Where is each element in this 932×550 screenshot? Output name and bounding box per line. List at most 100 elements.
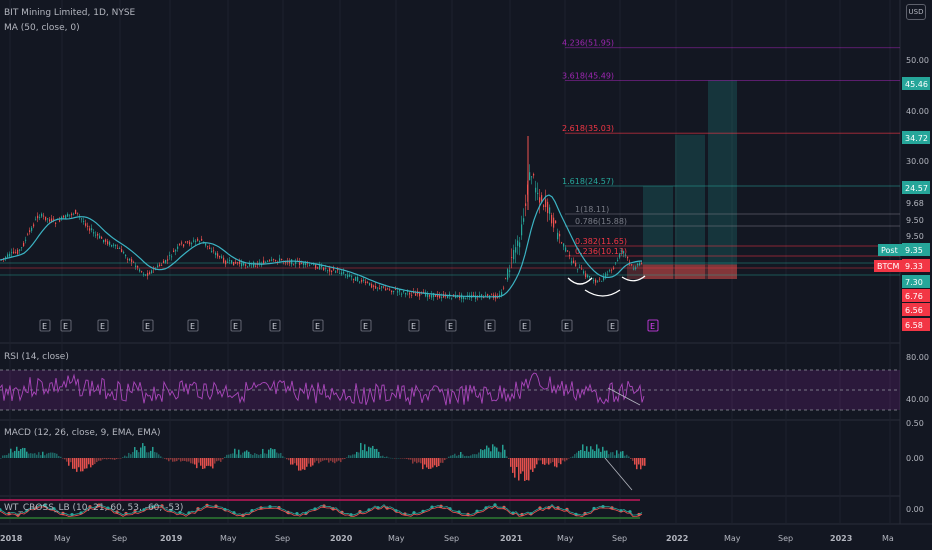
- candle-body: [599, 278, 601, 280]
- candle-body: [397, 291, 399, 293]
- candle-body: [81, 218, 83, 220]
- earnings-marker[interactable]: [408, 319, 420, 332]
- candle-body: [31, 227, 33, 231]
- rsi-legend[interactable]: RSI (14, close): [4, 352, 69, 362]
- candle-body: [539, 197, 541, 203]
- price-axis-label: 9.68: [906, 199, 924, 208]
- macd-histogram-bar: [220, 458, 222, 462]
- candle-body: [497, 297, 499, 298]
- earnings-marker[interactable]: [312, 319, 324, 332]
- earnings-marker-label: E: [411, 322, 416, 331]
- candle-body: [91, 228, 93, 231]
- macd-histogram-bar: [392, 457, 394, 459]
- candle-body: [9, 253, 11, 257]
- candle-body: [567, 250, 569, 252]
- macd-histogram-bar: [594, 451, 596, 458]
- earnings-marker[interactable]: [561, 319, 573, 332]
- macd-histogram-bar: [494, 446, 496, 458]
- candle-body: [547, 201, 549, 214]
- earnings-marker[interactable]: [60, 319, 72, 332]
- candle-body: [161, 265, 163, 266]
- macd-histogram-bar: [624, 455, 626, 458]
- candle-body: [353, 278, 355, 280]
- candle-body: [361, 280, 363, 282]
- macd-histogram-bar: [630, 458, 632, 459]
- candle-body: [369, 282, 371, 286]
- candle-body: [411, 294, 413, 296]
- candle-body: [271, 259, 273, 261]
- macd-histogram-bar: [364, 444, 366, 458]
- candle-body: [231, 260, 233, 264]
- candle-body: [415, 293, 417, 296]
- candle-body: [375, 286, 377, 289]
- earnings-marker[interactable]: [97, 319, 109, 332]
- candle-body: [213, 250, 215, 252]
- candle-body: [175, 250, 177, 252]
- macd-histogram-bar: [620, 451, 622, 458]
- ticker-flag: [874, 260, 902, 272]
- candle-body: [427, 294, 429, 298]
- macd-histogram-bar: [150, 450, 152, 458]
- price-tag: [902, 303, 930, 316]
- price-axis-label: 9.50: [906, 216, 924, 225]
- earnings-marker[interactable]: [142, 319, 154, 332]
- macd-histogram-bar: [198, 458, 200, 463]
- currency-button[interactable]: USD: [906, 4, 926, 20]
- candle-body: [325, 268, 327, 269]
- candle-body: [507, 269, 509, 280]
- macd-histogram-bar: [28, 453, 30, 458]
- candle-body: [87, 225, 89, 227]
- macd-histogram-bar: [50, 452, 52, 458]
- earnings-marker[interactable]: [39, 319, 51, 332]
- candle-body: [513, 249, 515, 260]
- earnings-marker[interactable]: [230, 319, 242, 332]
- macd-histogram-bar: [554, 458, 556, 467]
- candle-body: [129, 258, 131, 261]
- candle-body: [381, 286, 383, 288]
- macd-histogram-bar: [76, 458, 78, 472]
- macd-histogram-bar: [524, 458, 526, 481]
- candle-body: [263, 260, 265, 265]
- macd-histogram-bar: [64, 458, 66, 460]
- price-axis-label: 9.50: [906, 232, 924, 241]
- candle-body: [573, 260, 575, 263]
- earnings-marker[interactable]: [187, 319, 199, 332]
- macd-histogram-bar: [590, 446, 592, 458]
- earnings-marker[interactable]: [519, 319, 531, 332]
- earnings-marker[interactable]: [360, 319, 372, 332]
- candle-body: [357, 276, 359, 281]
- candle-body: [181, 242, 183, 244]
- fib-level-label: 2.618(35.03): [562, 124, 614, 133]
- earnings-marker[interactable]: [269, 319, 281, 332]
- macd-histogram-bar: [292, 458, 294, 465]
- candle-body: [481, 294, 483, 297]
- candle-body: [491, 294, 493, 296]
- macd-histogram-bar: [52, 452, 54, 458]
- ma-legend[interactable]: MA (50, close, 0): [4, 23, 80, 33]
- wt-cross-legend[interactable]: WT_CROSS_LB (10, 21, 60, 53, -60, -53): [4, 503, 184, 513]
- earnings-marker-label: E: [564, 322, 569, 331]
- macd-histogram-bar: [178, 458, 180, 460]
- earnings-marker[interactable]: [445, 319, 457, 332]
- candle-body: [617, 260, 619, 261]
- macd-histogram-bar: [508, 458, 510, 460]
- earnings-marker-label: E: [315, 322, 320, 331]
- symbol-title[interactable]: BIT Mining Limited, 1D, NYSE: [4, 8, 136, 18]
- candle-body: [559, 233, 561, 237]
- earnings-marker[interactable]: [484, 319, 496, 332]
- earnings-marker[interactable]: [607, 319, 619, 332]
- macd-histogram-bar: [456, 455, 458, 458]
- macd-histogram-bar: [80, 458, 82, 472]
- macd-histogram-bar: [20, 448, 22, 458]
- macd-histogram-bar: [192, 458, 194, 464]
- macd-histogram-bar: [208, 458, 210, 466]
- macd-histogram-bar: [504, 449, 506, 458]
- candle-body: [223, 257, 225, 263]
- fib-level-label: 1.618(24.57): [562, 177, 614, 186]
- candle-body: [629, 261, 631, 263]
- macd-histogram-bar: [532, 458, 534, 472]
- macd-histogram-bar: [538, 458, 540, 461]
- earnings-marker-upcoming[interactable]: [647, 319, 659, 332]
- macd-legend[interactable]: MACD (12, 26, close, 9, EMA, EMA): [4, 428, 161, 438]
